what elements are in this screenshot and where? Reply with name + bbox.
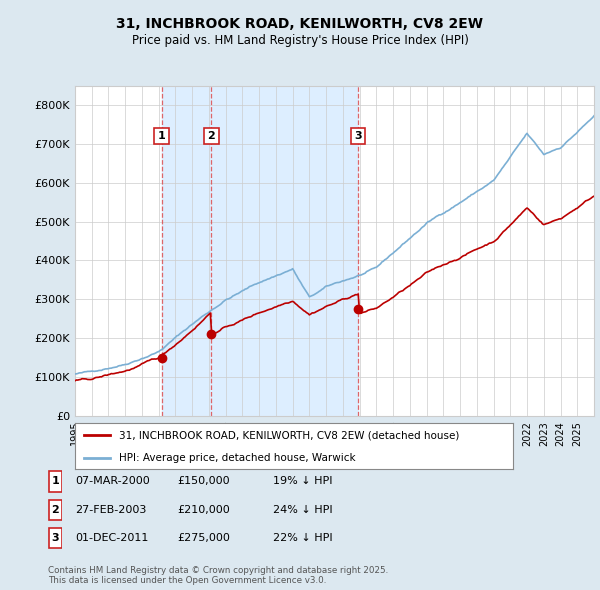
Text: 07-MAR-2000: 07-MAR-2000 [76,477,151,486]
Text: 3: 3 [355,131,362,141]
Text: 31, INCHBROOK ROAD, KENILWORTH, CV8 2EW (detached house): 31, INCHBROOK ROAD, KENILWORTH, CV8 2EW … [119,431,459,441]
Text: £275,000: £275,000 [177,533,230,543]
Text: 01-DEC-2011: 01-DEC-2011 [76,533,149,543]
Text: 22% ↓ HPI: 22% ↓ HPI [273,533,332,543]
FancyBboxPatch shape [49,528,62,548]
Text: 2: 2 [52,505,59,514]
Text: HPI: Average price, detached house, Warwick: HPI: Average price, detached house, Warw… [119,453,355,463]
Text: 24% ↓ HPI: 24% ↓ HPI [273,505,332,514]
FancyBboxPatch shape [49,500,62,520]
Text: 31, INCHBROOK ROAD, KENILWORTH, CV8 2EW: 31, INCHBROOK ROAD, KENILWORTH, CV8 2EW [116,17,484,31]
Bar [161,86,358,416]
Text: 27-FEB-2003: 27-FEB-2003 [76,505,147,514]
Text: 2: 2 [208,131,215,141]
Text: £210,000: £210,000 [177,505,230,514]
Text: 1: 1 [158,131,166,141]
Text: 3: 3 [52,533,59,543]
Text: This data is licensed under the Open Government Licence v3.0.: This data is licensed under the Open Gov… [48,576,326,585]
Text: 1: 1 [52,477,59,486]
Text: Price paid vs. HM Land Registry's House Price Index (HPI): Price paid vs. HM Land Registry's House … [131,34,469,47]
Text: 19% ↓ HPI: 19% ↓ HPI [273,477,332,486]
FancyBboxPatch shape [49,471,62,491]
Text: Contains HM Land Registry data © Crown copyright and database right 2025.: Contains HM Land Registry data © Crown c… [48,566,388,575]
Text: £150,000: £150,000 [177,477,230,486]
